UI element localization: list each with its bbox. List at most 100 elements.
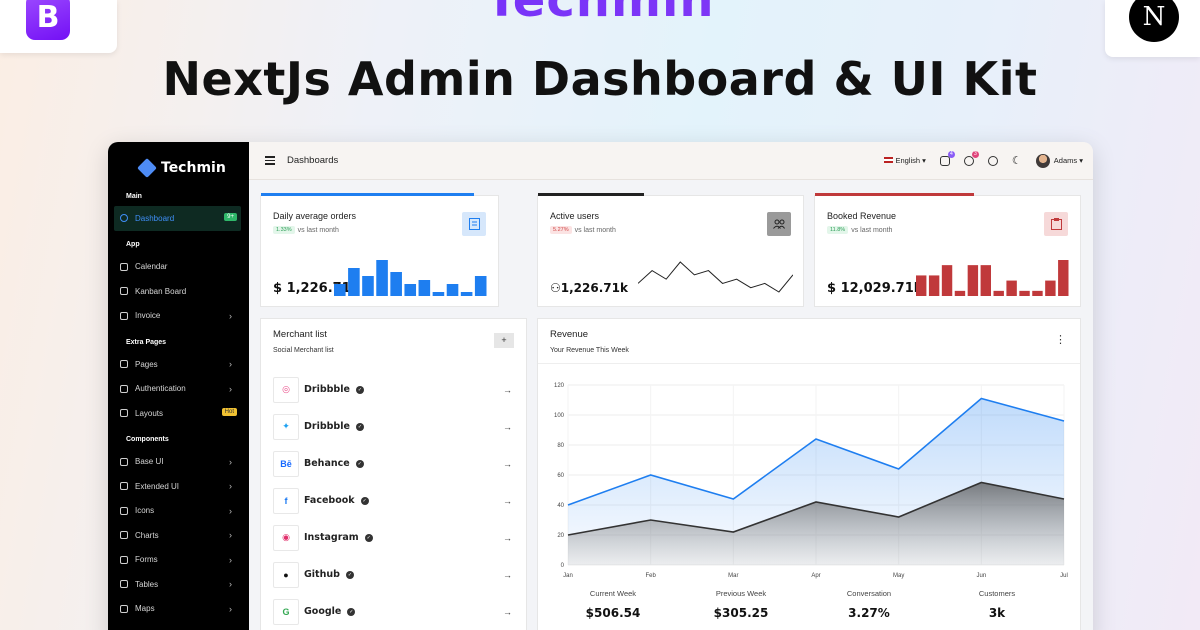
arrow-right-icon[interactable]: → (503, 458, 512, 469)
kpi-bar (1006, 280, 1017, 296)
sidebar-item-invoice[interactable]: Invoice › (108, 304, 249, 329)
sidebar-item-label: Icons (135, 506, 155, 516)
merchant-row[interactable]: ✦ Dribbble ✓ → (273, 408, 512, 445)
kpi-bar (993, 290, 1004, 296)
bell-icon[interactable]: 3 (963, 150, 979, 166)
sidebar-item-label: Authentication (135, 384, 186, 394)
menu-toggle-icon[interactable] (265, 156, 275, 165)
sidebar-item-label: Forms (135, 555, 158, 565)
bootstrap-logo-card: B (0, 0, 117, 53)
sidebar-item-pages[interactable]: Pages › (108, 352, 249, 377)
arrow-right-icon[interactable]: → (503, 495, 512, 506)
kpi-trend: 11.8% vs last month (827, 226, 892, 234)
merchant-name: Instagram (304, 532, 359, 543)
sidebar-item-authentication[interactable]: Authentication › (108, 377, 249, 402)
sidebar-item-layouts[interactable]: Layouts Hot (108, 401, 249, 426)
stat-label: Customers (978, 589, 1016, 598)
language-select[interactable]: English ▾ (884, 156, 926, 165)
merchant-row[interactable]: ◎ Dribbble ✓ → (273, 371, 512, 408)
merchant-list-title: Merchant list (273, 329, 327, 340)
section-extra-pages: Extra Pages (126, 338, 167, 346)
kpi-bar (954, 290, 966, 296)
arrow-right-icon[interactable]: → (503, 569, 512, 580)
revenue-stat: Previous Week $305.25 (676, 589, 806, 620)
trend-pill: 5.27% (550, 226, 572, 234)
merchant-name: Dribbble (304, 421, 350, 432)
sidebar-item-maps[interactable]: Maps › (108, 597, 249, 622)
home-icon (120, 214, 128, 223)
sidebar-item-label: Invoice (135, 311, 161, 321)
sidebar-item-kanban[interactable]: Kanban Board (108, 279, 249, 304)
sidebar-item-forms[interactable]: Forms › (108, 548, 249, 573)
sidebar-item-calendar[interactable]: Calendar (108, 255, 249, 280)
kpi-card-orders: Daily average orders 1.33% vs last month … (260, 193, 499, 307)
invoice-icon (120, 311, 128, 320)
section-app: App (126, 241, 140, 248)
app-logo-text: Techmin (161, 160, 226, 176)
kanban-icon (120, 287, 128, 296)
merchant-row[interactable]: ● Github ✓ → (273, 556, 512, 593)
sidebar-item-base-ui[interactable]: Base UI › (108, 450, 249, 475)
table-icon (120, 580, 128, 589)
pages-icon (120, 360, 128, 369)
merchant-row[interactable]: G Google ✓ → (273, 593, 512, 630)
y-tick-label: 80 (557, 443, 564, 449)
add-merchant-button[interactable]: + (494, 333, 514, 348)
x-tick-label: Jul (1060, 573, 1068, 579)
trend-label: vs last month (574, 226, 616, 234)
mail-icon[interactable]: 4 (939, 150, 955, 166)
sidebar-item-tables[interactable]: Tables › (108, 572, 249, 597)
more-vertical-icon[interactable]: ⋮ (1055, 334, 1066, 346)
series-area (568, 482, 1064, 565)
verified-icon: ✓ (360, 496, 369, 505)
arrow-right-icon[interactable]: → (503, 606, 512, 617)
kpi-mini-chart (638, 261, 793, 293)
sidebar-item-extended-ui[interactable]: Extended UI › (108, 474, 249, 499)
merchant-logo-icon: ● (273, 561, 299, 588)
gear-icon[interactable] (987, 155, 998, 166)
revenue-card: Revenue Your Revenue This Week ⋮ 0 20 40 60… (537, 318, 1081, 630)
x-tick-label: Jun (976, 573, 986, 579)
merchant-row[interactable]: Bē Behance ✓ → (273, 445, 512, 482)
merchant-glyph: Bē (280, 458, 292, 469)
section-components: Components (126, 436, 169, 443)
sidebar-item-charts[interactable]: Charts › (108, 523, 249, 548)
user-menu[interactable]: Adams ▾ (1035, 153, 1083, 168)
kpi-bar (1045, 280, 1056, 296)
topbar: Dashboards English ▾ 4 3 ☾ Adams ▾ (249, 142, 1093, 180)
y-tick-label: 40 (557, 503, 564, 509)
chevron-right-icon: › (229, 603, 232, 614)
series-line (567, 397, 1065, 506)
kpi-bar (348, 268, 360, 296)
arrow-right-icon[interactable]: → (503, 421, 512, 432)
app-logo[interactable]: Techmin (108, 142, 249, 182)
arrow-right-icon[interactable]: → (503, 532, 512, 543)
merchant-logo-icon: ◉ (273, 524, 299, 551)
revenue-chart: 0 20 40 60 80 100 120 Jan Feb Mar Apr May Jun Jul (554, 383, 1068, 579)
kpi-bar (376, 260, 388, 296)
arrow-right-icon[interactable]: → (503, 384, 512, 395)
kpi-progress-bar (815, 193, 974, 196)
chevron-right-icon: › (229, 383, 232, 394)
sidebar-item-icons[interactable]: Icons › (108, 499, 249, 524)
moon-icon[interactable]: ☾ (1011, 155, 1022, 167)
y-tick-label: 120 (554, 383, 565, 389)
trend-label: vs last month (297, 226, 339, 234)
x-tick-label: Apr (811, 573, 820, 579)
merchant-name: Facebook (304, 495, 355, 506)
sidebar-item-dashboard[interactable]: Dashboard 9+ (114, 206, 241, 231)
trend-pill: 11.8% (827, 226, 849, 234)
kpi-bar (980, 265, 991, 296)
x-tick-label: Feb (645, 573, 656, 579)
breadcrumb: Dashboards (287, 155, 339, 166)
language-label: English (895, 156, 921, 165)
series-line (567, 481, 1065, 536)
bootstrap-logo: B (26, 0, 70, 40)
revenue-subtitle: Your Revenue This Week (550, 347, 629, 354)
merchant-name: Dribbble (304, 384, 350, 395)
kpi-bar (1019, 290, 1030, 296)
verified-icon: ✓ (355, 385, 364, 394)
merchant-row[interactable]: ◉ Instagram ✓ → (273, 519, 512, 556)
merchant-row[interactable]: f Facebook ✓ → (273, 482, 512, 519)
star-icon (120, 506, 128, 515)
